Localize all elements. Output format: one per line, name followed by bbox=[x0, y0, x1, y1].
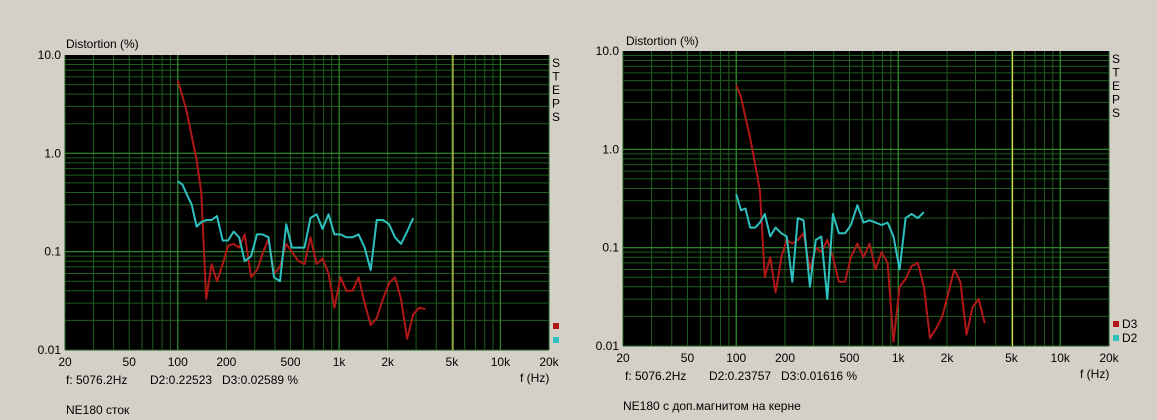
x-tick-label: 500 bbox=[839, 351, 859, 365]
side-label-letter: P bbox=[1112, 93, 1120, 107]
y-tick-label: 1.0 bbox=[44, 146, 61, 160]
chart-caption: NE180 сток bbox=[66, 403, 130, 417]
series-line-d3 bbox=[176, 80, 426, 340]
grid bbox=[64, 55, 550, 351]
x-tick-label: 1k bbox=[892, 351, 906, 365]
x-tick-label: 20k bbox=[539, 355, 559, 369]
x-tick-label: 10k bbox=[1051, 351, 1071, 365]
chart-caption: NE180 с доп.магнитом на керне bbox=[623, 399, 801, 413]
x-axis-label: f (Hz) bbox=[520, 371, 549, 385]
legend-label: D3 bbox=[1122, 317, 1138, 331]
side-label-letter: P bbox=[552, 97, 560, 111]
x-tick-label: 500 bbox=[281, 355, 301, 369]
x-tick-label: 5k bbox=[446, 355, 460, 369]
y-tick-label: 0.01 bbox=[38, 343, 62, 357]
readout-frequency: f: 5076.2Hz bbox=[66, 373, 128, 387]
side-label-letter: S bbox=[552, 110, 560, 124]
x-tick-label: 200 bbox=[775, 351, 795, 365]
legend-swatch-d2 bbox=[1113, 335, 1119, 341]
readout-d3: D3:0.02589 % bbox=[222, 373, 299, 387]
side-label-letter: E bbox=[552, 83, 560, 97]
x-tick-label: 50 bbox=[681, 351, 695, 365]
y-axis-label: Distortion (%) bbox=[66, 37, 139, 51]
readout-d2: D2:0.23757 bbox=[709, 369, 772, 383]
y-axis-label: Distortion (%) bbox=[626, 34, 699, 48]
y-tick-label: 0.1 bbox=[44, 245, 61, 259]
legend-label: D2 bbox=[1122, 331, 1138, 345]
x-tick-label: 200 bbox=[216, 355, 236, 369]
y-tick-label: 1.0 bbox=[602, 142, 619, 156]
y-tick-label: 0.1 bbox=[602, 241, 619, 255]
x-tick-label: 20 bbox=[616, 351, 630, 365]
x-tick-label: 1k bbox=[333, 355, 347, 369]
readout-d3: D3:0.01616 % bbox=[781, 369, 858, 383]
series-line-d2 bbox=[177, 180, 415, 283]
y-tick-label: 10.0 bbox=[596, 44, 620, 58]
legend-swatch-d3 bbox=[1113, 321, 1119, 327]
x-tick-label: 50 bbox=[123, 355, 137, 369]
readout-d2: D2:0.22523 bbox=[150, 373, 213, 387]
y-tick-label: 0.01 bbox=[596, 339, 620, 353]
x-axis-label: f (Hz) bbox=[1080, 367, 1109, 381]
side-label-letter: T bbox=[552, 70, 560, 84]
chart-panel-right: 10.0 1.0 0.1 0.01 20 50 100 200 500 1k 2k 5k 10k 20k D… bbox=[560, 0, 1138, 420]
x-tick-label: 5k bbox=[1005, 351, 1019, 365]
plot-area bbox=[623, 51, 1109, 346]
side-label-letter: S bbox=[552, 56, 560, 70]
x-tick-label: 100 bbox=[168, 355, 188, 369]
side-label-letter: E bbox=[1112, 79, 1120, 93]
side-label-letter: S bbox=[1112, 52, 1120, 66]
x-tick-label: 2k bbox=[941, 351, 955, 365]
x-tick-label: 10k bbox=[491, 355, 511, 369]
x-tick-label: 100 bbox=[726, 351, 746, 365]
legend-swatch-d3 bbox=[553, 323, 559, 329]
x-tick-label: 2k bbox=[381, 355, 395, 369]
chart-panel-left: 10.0 1.0 0.1 0.01 20 50 100 200 500 1k 2k 5k 10k 20k D… bbox=[0, 0, 578, 420]
plot-area bbox=[65, 55, 549, 350]
x-tick-label: 20 bbox=[58, 355, 72, 369]
series-line-d3 bbox=[735, 84, 986, 343]
side-label-letter: S bbox=[1112, 106, 1120, 120]
series-line-d2 bbox=[735, 193, 925, 301]
grid bbox=[622, 51, 1110, 347]
y-tick-label: 10.0 bbox=[38, 48, 62, 62]
legend-swatch-d2 bbox=[553, 337, 559, 343]
side-label-letter: T bbox=[1112, 66, 1120, 80]
x-tick-label: 20k bbox=[1099, 351, 1119, 365]
readout-frequency: f: 5076.2Hz bbox=[625, 369, 687, 383]
